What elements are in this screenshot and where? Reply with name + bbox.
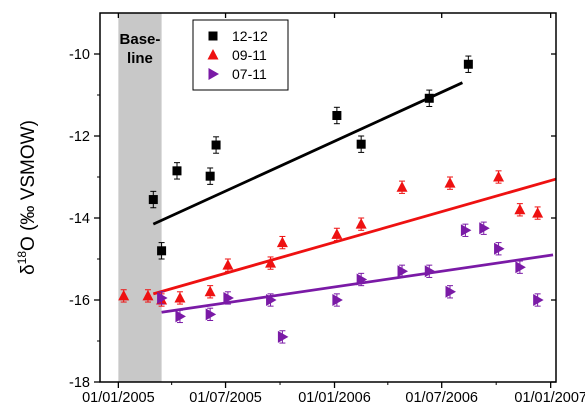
- baseline-label-line1: Base-: [120, 31, 161, 48]
- data-point-07-11: [356, 273, 368, 286]
- legend-items: 12-12 09-11 07-11: [207, 28, 268, 82]
- fit-line-12-12: [152, 81, 464, 226]
- data-point-09-11: [276, 236, 288, 248]
- data-point-12-12: [463, 59, 473, 69]
- y-axis-label-prefix: δ: [18, 264, 39, 275]
- x-tick-label: 01/01/2007: [514, 390, 585, 406]
- x-tick-label: 01/07/2006: [405, 390, 478, 406]
- data-point-07-11: [515, 261, 526, 274]
- baseline-label-line2: line: [127, 50, 153, 67]
- data-point-07-11: [175, 310, 186, 323]
- data-point-12-12: [148, 195, 158, 205]
- data-point-07-11: [277, 330, 289, 343]
- y-tick-label: -16: [69, 293, 90, 309]
- data-point-09-11: [444, 177, 456, 188]
- legend-label-09-11: 09-11: [232, 47, 267, 63]
- data-points: [118, 55, 544, 344]
- data-point-09-11: [514, 203, 526, 215]
- y-tick-label: -10: [69, 47, 90, 63]
- legend-marker-12-12: [208, 31, 218, 41]
- fit-line-09-11: [152, 177, 557, 296]
- plot-frame: [99, 12, 557, 383]
- y-tick-label: -12: [69, 129, 90, 145]
- data-point-07-11: [205, 308, 217, 321]
- data-point-09-11: [204, 285, 216, 297]
- data-point-09-11: [396, 181, 408, 192]
- x-tick-label: 01/07/2005: [189, 390, 262, 406]
- data-point-09-11: [331, 228, 343, 239]
- data-point-09-11: [174, 291, 186, 303]
- y-axis-label: δ18O (‰ VSMOW): [15, 120, 39, 275]
- data-point-12-12: [157, 246, 167, 256]
- data-point-09-11: [532, 207, 544, 218]
- data-point-12-12: [356, 139, 366, 149]
- data-point-07-11: [460, 224, 472, 237]
- data-point-07-11: [445, 285, 456, 298]
- data-point-07-11: [223, 291, 234, 304]
- legend-marker-07-11: [208, 68, 219, 80]
- x-tick-label: 01/01/2005: [82, 390, 155, 406]
- y-tick-label: -18: [69, 375, 90, 391]
- y-tick-label: -14: [69, 211, 90, 227]
- y-axis-label-suffix: O (‰ VSMOW): [18, 120, 39, 251]
- data-point-09-11: [222, 259, 234, 270]
- data-point-12-12: [205, 171, 215, 181]
- legend-marker-09-11: [207, 49, 219, 60]
- data-point-07-11: [157, 291, 168, 304]
- data-point-07-11: [397, 265, 409, 278]
- legend-label-07-11: 07-11: [232, 66, 267, 82]
- x-axis-ticks: 01/01/2005 01/07/2005 01/01/2006 01/07/2006…: [82, 13, 585, 406]
- data-point-09-11: [355, 218, 367, 229]
- legend: 12-12 09-11 07-11: [192, 19, 289, 91]
- data-point-07-11: [494, 242, 505, 255]
- data-point-09-11: [265, 257, 277, 268]
- data-point-07-11: [332, 294, 343, 306]
- data-point-09-11: [142, 289, 154, 301]
- data-point-09-11: [118, 289, 130, 301]
- y-axis-ticks: -18 -16 -14 -12 -10: [69, 47, 556, 391]
- data-point-07-11: [266, 294, 277, 306]
- data-point-07-11: [424, 265, 436, 278]
- data-point-09-11: [493, 171, 505, 182]
- data-point-12-12: [172, 166, 182, 176]
- x-tick-label: 01/01/2006: [298, 390, 371, 406]
- y-axis-label-superscript: 18: [15, 251, 29, 265]
- data-point-12-12: [424, 93, 434, 103]
- fit-lines: [152, 81, 557, 314]
- data-point-07-11: [479, 222, 490, 235]
- data-point-12-12: [211, 140, 221, 150]
- legend-label-12-12: 12-12: [232, 28, 268, 44]
- data-point-07-11: [533, 294, 544, 306]
- data-point-12-12: [332, 111, 342, 120]
